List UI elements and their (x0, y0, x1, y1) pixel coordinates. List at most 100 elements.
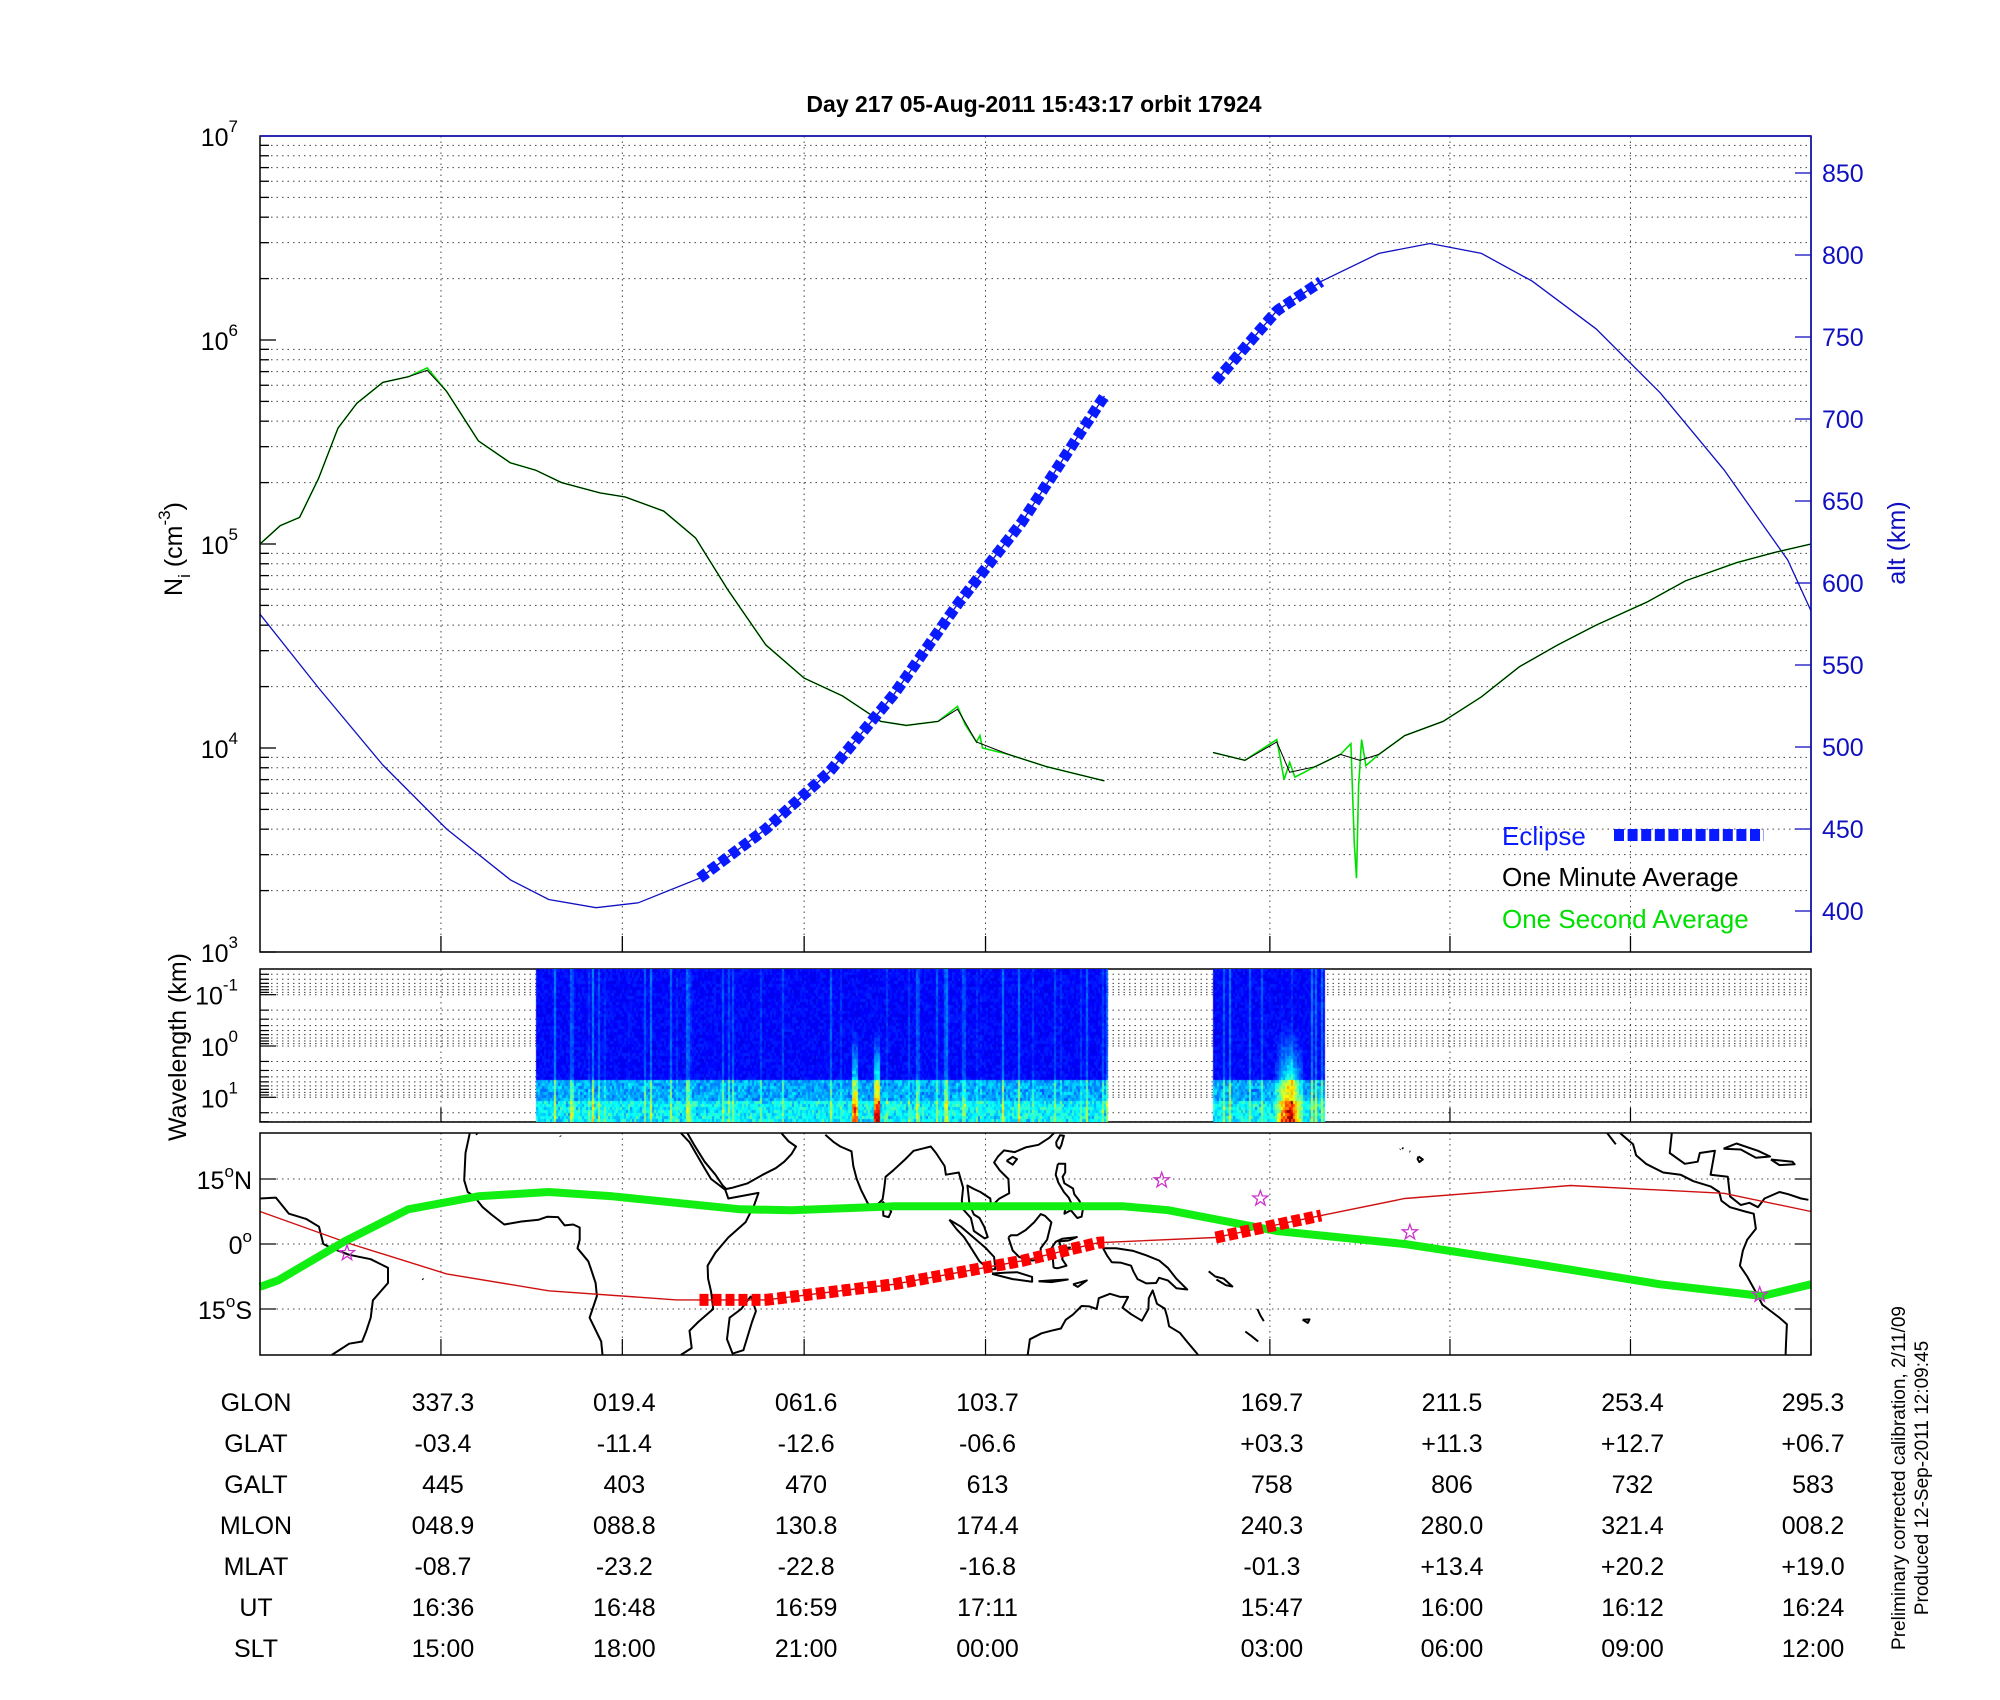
coastline (1619, 1132, 1788, 1355)
coastline (686, 1132, 797, 1190)
table-cell: 583 (1792, 1471, 1834, 1499)
latitude-label: 0o (229, 1227, 252, 1260)
coastline (824, 1132, 1055, 1240)
table-cell: -06.6 (959, 1430, 1016, 1458)
coastline (1770, 1158, 1796, 1167)
ground-track-map: 15oN 0o 15oS (197, 1132, 1812, 1356)
table-cell: +11.3 (1421, 1430, 1482, 1458)
coastline (1668, 1132, 1809, 1209)
latitude-label: 15oN (197, 1162, 252, 1195)
table-cell: 16:00 (1421, 1594, 1484, 1622)
table-cell: +19.0 (1781, 1553, 1844, 1581)
row-label-mlat: MLAT (224, 1553, 289, 1581)
coastline (1102, 1247, 1189, 1291)
table-cell: 03:00 (1241, 1635, 1304, 1663)
table-cell: 18:00 (593, 1635, 656, 1663)
table-cell: 16:12 (1601, 1594, 1664, 1622)
table-cell: -01.3 (1243, 1553, 1300, 1581)
star-marker-icon (337, 1243, 357, 1262)
y2-tick-label: 750 (1822, 324, 1864, 352)
table-cell: 16:59 (775, 1594, 838, 1622)
coastline (1072, 1279, 1088, 1288)
y2-tick-label: 850 (1822, 160, 1864, 188)
dip-equator-line (258, 1188, 1812, 1300)
figure-title: Day 217 05-Aug-2011 15:43:17 orbit 17924 (806, 91, 1261, 117)
table-cell: 12:00 (1782, 1635, 1845, 1663)
eclipse-track-marker (699, 1236, 1105, 1306)
row-label-glat: GLAT (224, 1430, 287, 1458)
coastline (259, 1196, 389, 1356)
y2-axis-label: alt (km) (1883, 501, 1911, 584)
y2-tick-label: 500 (1822, 734, 1864, 762)
table-cell: 16:48 (593, 1594, 656, 1622)
coastline (1006, 1155, 1018, 1166)
table-cell: -23.2 (596, 1553, 653, 1581)
one-minute-average-line (259, 369, 1105, 782)
y2-tick-label: 550 (1822, 652, 1864, 680)
table-cell: 169.7 (1241, 1389, 1304, 1417)
y2-tick-label: 700 (1822, 406, 1864, 434)
table-cell: 337.3 (412, 1389, 475, 1417)
coastline (1055, 1134, 1065, 1150)
y2-tick-label: 600 (1822, 570, 1864, 598)
table-cell: 758 (1251, 1471, 1293, 1499)
table-cell: 048.9 (412, 1512, 475, 1540)
footnote-calibration: Preliminary corrected calibration, 2/11/… (1889, 1306, 1910, 1650)
table-cell: 295.3 (1782, 1389, 1845, 1417)
table-cell: 130.8 (775, 1512, 838, 1540)
table-cell: +13.4 (1420, 1553, 1483, 1581)
coastline (1007, 1213, 1053, 1262)
row-label-galt: GALT (224, 1471, 287, 1499)
table-cell: +12.7 (1601, 1430, 1664, 1458)
altitude-line (259, 395, 1105, 909)
density-panel-data (259, 242, 1812, 909)
legend-second-label: One Second Average (1502, 904, 1749, 934)
eclipse-marker (696, 393, 1110, 883)
y2-tick-label: 650 (1822, 488, 1864, 516)
one-second-average-line (259, 366, 1105, 782)
table-cell: 16:24 (1782, 1594, 1845, 1622)
table-cell: 321.4 (1601, 1512, 1664, 1540)
table-cell: +03.3 (1240, 1430, 1303, 1458)
table-cell: 16:36 (412, 1594, 475, 1622)
table-cell: -16.8 (959, 1553, 1016, 1581)
table-cell: 019.4 (593, 1389, 656, 1417)
y-tick-label: 101 (201, 1078, 238, 1113)
density-panel-grid (260, 136, 1812, 953)
table-cell: 613 (967, 1471, 1009, 1499)
row-label-glon: GLON (221, 1389, 292, 1417)
table-cell: 470 (785, 1471, 827, 1499)
table-cell: 21:00 (775, 1635, 838, 1663)
eclipse-marker (1211, 276, 1325, 385)
wavelength-spectrogram (260, 969, 1811, 1122)
table-cell: 103.7 (956, 1389, 1019, 1417)
one-minute-average-line (1212, 543, 1812, 773)
table-cell: 240.3 (1241, 1512, 1304, 1540)
table-cell: 008.2 (1782, 1512, 1845, 1540)
table-cell: +20.2 (1601, 1553, 1664, 1581)
coastline (1416, 1155, 1424, 1164)
coastline (1050, 1236, 1078, 1270)
y-tick-label: 107 (201, 117, 238, 152)
row-label-ut: UT (239, 1594, 272, 1622)
y2-tick-label: 400 (1822, 898, 1864, 926)
density-panel-axes: 103 104 105 106 107 400 450 500 550 600 650 700 750 8… (155, 117, 1911, 968)
coastline (1038, 1278, 1069, 1284)
table-cell: -03.4 (414, 1430, 471, 1458)
coastline (726, 1295, 757, 1355)
y-axis-label: Wavelength (km) (164, 953, 192, 1141)
row-label-mlon: MLON (220, 1512, 292, 1540)
coastline (1401, 1146, 1404, 1150)
coastline (463, 1132, 604, 1355)
star-marker-icon (1250, 1188, 1270, 1207)
y-tick-label: 106 (201, 321, 238, 356)
table-cell: 174.4 (956, 1512, 1019, 1540)
table-cell: 09:00 (1601, 1635, 1664, 1663)
ephemeris-table: GLON 337.3 019.4 061.6 103.7 169.7 211.5 253.4 2… (220, 1389, 1845, 1663)
coastline (1256, 1308, 1265, 1322)
y-tick-label: 104 (201, 729, 238, 764)
table-cell: 806 (1431, 1471, 1473, 1499)
y-axis-label: Ni (cm-3) (155, 502, 194, 596)
